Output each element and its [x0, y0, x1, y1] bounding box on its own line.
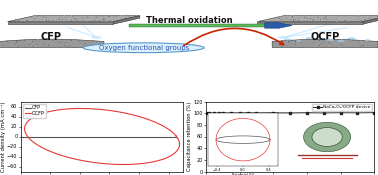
- Text: CFP: CFP: [40, 32, 62, 42]
- Ellipse shape: [338, 40, 344, 42]
- Line: OCFP: OCFP: [25, 108, 180, 164]
- CFP: [19, 135, 23, 138]
- OCFP: [45, 111, 50, 113]
- Ellipse shape: [296, 40, 301, 41]
- Ellipse shape: [279, 36, 288, 38]
- Polygon shape: [8, 22, 113, 24]
- CFP: [131, 135, 136, 138]
- Text: Thermal oxidation: Thermal oxidation: [146, 16, 232, 25]
- NaCa₂O₂/OCFP device: [372, 111, 376, 114]
- NaCa₂O₂/OCFP device: [254, 112, 259, 114]
- Text: OCFP: OCFP: [310, 32, 340, 42]
- Polygon shape: [363, 16, 378, 24]
- NaCa₂O₂/OCFP device: [288, 112, 293, 114]
- NaCa₂O₂/OCFP device: [271, 112, 276, 114]
- NaCa₂O₂/OCFP device: [355, 112, 359, 114]
- OCFP: [66, 156, 70, 158]
- NaCa₂O₂/OCFP device: [338, 112, 343, 114]
- Ellipse shape: [348, 38, 355, 39]
- NaCa₂O₂/OCFP device: [246, 112, 250, 114]
- FancyArrow shape: [129, 24, 265, 27]
- OCFP: [110, 163, 114, 165]
- NaCa₂O₂/OCFP device: [229, 112, 234, 114]
- Polygon shape: [113, 16, 140, 24]
- OCFP: [79, 107, 83, 110]
- OCFP: [121, 163, 125, 166]
- OCFP: [112, 163, 117, 165]
- OCFP: [174, 135, 178, 137]
- NaCa₂O₂/OCFP device: [321, 112, 326, 114]
- NaCa₂O₂/OCFP device: [204, 112, 208, 114]
- OCFP: [27, 119, 31, 121]
- Polygon shape: [257, 16, 378, 22]
- Ellipse shape: [306, 38, 312, 39]
- CFP: [80, 135, 85, 138]
- CFP: [69, 135, 74, 138]
- Polygon shape: [272, 39, 378, 47]
- FancyArrow shape: [265, 23, 292, 29]
- NaCa₂O₂/OCFP device: [237, 112, 242, 114]
- Legend: CFP, OCFP: CFP, OCFP: [23, 104, 46, 118]
- CFP: [174, 135, 178, 138]
- Ellipse shape: [327, 39, 334, 41]
- NaCa₂O₂/OCFP device: [221, 112, 225, 114]
- Text: Oxygen functional groups: Oxygen functional groups: [99, 45, 189, 51]
- Polygon shape: [8, 16, 140, 22]
- Polygon shape: [0, 39, 104, 47]
- Ellipse shape: [91, 36, 101, 38]
- NaCa₂O₂/OCFP device: [217, 112, 222, 114]
- Y-axis label: Current density (mA cm⁻²): Current density (mA cm⁻²): [0, 101, 6, 172]
- OCFP: [139, 116, 143, 118]
- CFP: [37, 135, 42, 138]
- CFP: [116, 135, 121, 138]
- CFP: [130, 135, 135, 138]
- NaCa₂O₂/OCFP device: [207, 112, 212, 114]
- Legend: NaCa₂O₂/OCFP device: NaCa₂O₂/OCFP device: [312, 104, 372, 110]
- Polygon shape: [257, 22, 363, 24]
- Y-axis label: Capacitance retention (%): Capacitance retention (%): [187, 102, 192, 171]
- Ellipse shape: [365, 40, 370, 41]
- Line: NaCa₂O₂/OCFP device: NaCa₂O₂/OCFP device: [204, 111, 376, 115]
- OCFP: [174, 135, 178, 137]
- Ellipse shape: [83, 43, 204, 53]
- NaCa₂O₂/OCFP device: [212, 112, 217, 114]
- NaCa₂O₂/OCFP device: [305, 112, 309, 114]
- Ellipse shape: [285, 39, 291, 40]
